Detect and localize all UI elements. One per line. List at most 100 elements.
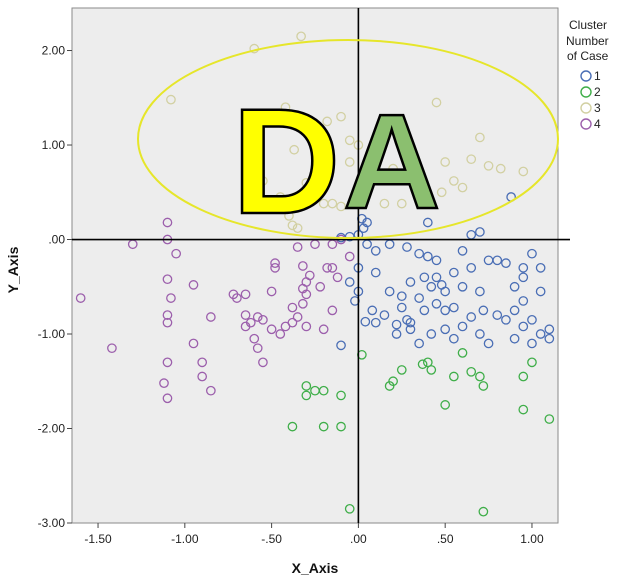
data-point-cluster-1 xyxy=(475,329,485,339)
data-point-cluster-4 xyxy=(197,357,208,368)
legend-label-2: 2 xyxy=(594,85,601,99)
x-tick-label: 1.00 xyxy=(520,532,544,546)
data-point-cluster-2 xyxy=(466,366,477,377)
x-axis-ticks: -1.50 -1.00 -.50 .00 .50 1.00 xyxy=(84,523,544,546)
data-point-cluster-4 xyxy=(206,312,216,322)
data-point-cluster-4 xyxy=(252,343,263,354)
data-point-cluster-3 xyxy=(310,192,320,202)
overlay-letter-a: A xyxy=(343,86,441,237)
data-point-cluster-4 xyxy=(166,293,176,303)
data-point-cluster-3 xyxy=(258,176,268,186)
data-point-cluster-1 xyxy=(396,291,407,302)
x-tick-label: -1.50 xyxy=(84,532,112,546)
data-point-cluster-1 xyxy=(457,246,468,256)
data-point-cluster-4 xyxy=(297,298,308,309)
data-point-cluster-2 xyxy=(527,357,537,368)
data-point-cluster-4 xyxy=(188,338,199,349)
x-tick-label: -1.00 xyxy=(171,532,199,546)
data-point-cluster-1 xyxy=(483,338,494,349)
data-point-cluster-1 xyxy=(478,305,489,316)
legend-title-line-3: of Case xyxy=(567,49,609,63)
data-point-cluster-1 xyxy=(391,329,402,339)
data-point-cluster-1 xyxy=(509,333,520,344)
data-point-cluster-2 xyxy=(384,381,395,391)
data-point-cluster-3 xyxy=(362,157,372,167)
data-point-cluster-2 xyxy=(396,365,407,375)
data-point-cluster-2 xyxy=(426,365,437,375)
legend-label-4: 4 xyxy=(594,117,601,131)
data-point-cluster-1 xyxy=(422,217,433,228)
legend-marker-1 xyxy=(580,70,592,82)
data-point-cluster-4 xyxy=(304,270,315,281)
data-point-cluster-1 xyxy=(414,293,424,303)
data-point-cluster-2 xyxy=(449,371,459,382)
data-point-cluster-2 xyxy=(544,414,555,424)
data-point-cluster-3 xyxy=(292,116,303,127)
data-point-cluster-1 xyxy=(535,263,546,273)
x-tick-label: .50 xyxy=(437,532,454,546)
data-point-cluster-3 xyxy=(289,144,300,155)
data-point-cluster-2 xyxy=(336,421,346,432)
data-point-cluster-3 xyxy=(336,111,346,122)
data-point-cluster-4 xyxy=(258,357,268,368)
data-point-cluster-3 xyxy=(275,192,286,202)
y-tick-label: -3.00 xyxy=(38,516,66,530)
data-point-cluster-1 xyxy=(431,272,442,283)
data-point-cluster-3 xyxy=(483,160,494,171)
data-point-cluster-4 xyxy=(301,321,312,332)
data-point-cluster-4 xyxy=(266,324,277,335)
data-point-cluster-3 xyxy=(449,176,459,186)
data-point-cluster-3 xyxy=(495,163,506,174)
data-point-cluster-3 xyxy=(414,192,424,202)
data-point-cluster-1 xyxy=(449,302,459,313)
data-point-cluster-3 xyxy=(388,163,398,174)
data-point-cluster-4 xyxy=(318,324,329,335)
data-point-cluster-4 xyxy=(322,263,332,273)
data-point-cluster-4 xyxy=(162,310,173,320)
y-tick-label: -1.00 xyxy=(38,327,66,341)
data-point-cluster-1 xyxy=(405,317,416,328)
data-point-cluster-2 xyxy=(344,503,355,514)
data-point-cluster-3 xyxy=(405,173,416,183)
data-point-cluster-4 xyxy=(344,251,355,262)
data-point-cluster-1 xyxy=(527,314,537,325)
data-point-cluster-4 xyxy=(206,385,216,396)
data-point-cluster-4 xyxy=(270,258,280,268)
data-point-cluster-4 xyxy=(162,274,173,285)
data-point-cluster-4 xyxy=(75,293,86,303)
data-point-cluster-4 xyxy=(240,321,251,332)
data-point-cluster-1 xyxy=(402,242,412,252)
data-point-cluster-3 xyxy=(344,157,355,167)
data-point-cluster-3 xyxy=(466,154,477,165)
data-point-cluster-4 xyxy=(287,317,298,328)
legend-label-3: 3 xyxy=(594,101,601,115)
data-point-cluster-1 xyxy=(426,281,437,292)
data-point-cluster-1 xyxy=(370,317,381,328)
data-point-cluster-3 xyxy=(370,159,381,169)
data-point-cluster-4 xyxy=(266,286,277,297)
data-point-cluster-4 xyxy=(232,293,242,303)
data-point-cluster-2 xyxy=(478,381,489,391)
y-tick-label: .00 xyxy=(48,233,65,247)
data-point-cluster-1 xyxy=(431,298,442,309)
data-point-cluster-3 xyxy=(301,125,312,136)
data-point-cluster-1 xyxy=(414,338,424,349)
data-point-cluster-1 xyxy=(527,338,537,349)
data-point-cluster-3 xyxy=(344,135,355,146)
legend: Cluster Number of Case 1 2 3 4 xyxy=(566,18,609,131)
data-point-cluster-1 xyxy=(509,281,520,292)
data-point-cluster-1 xyxy=(384,286,395,297)
data-point-cluster-2 xyxy=(457,348,468,358)
data-point-cluster-1 xyxy=(544,333,555,344)
data-point-cluster-1 xyxy=(457,281,468,292)
data-point-cluster-1 xyxy=(336,340,346,351)
data-point-cluster-1 xyxy=(419,272,430,283)
data-point-cluster-1 xyxy=(405,277,416,287)
data-point-cluster-3 xyxy=(284,211,294,221)
data-point-cluster-4 xyxy=(162,357,173,368)
data-point-cluster-3 xyxy=(518,166,529,177)
data-point-cluster-1 xyxy=(475,286,485,297)
data-point-cluster-2 xyxy=(478,506,489,517)
data-point-cluster-3 xyxy=(379,198,390,209)
